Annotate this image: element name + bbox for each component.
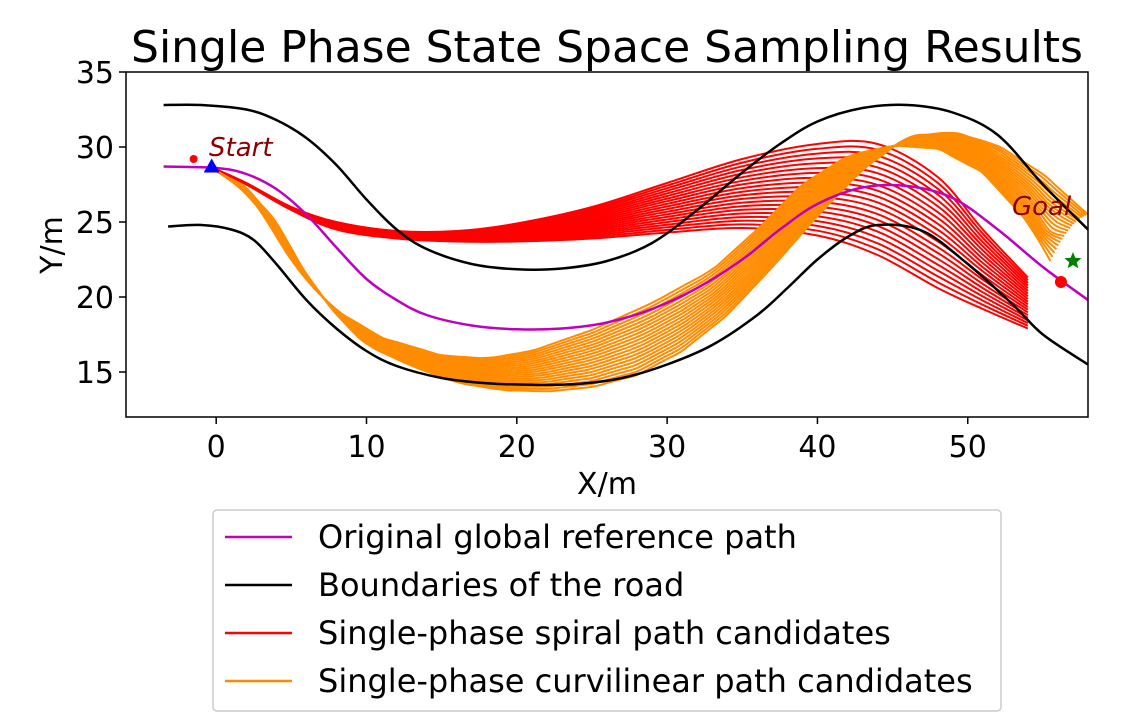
y-tick-label: 35: [76, 56, 114, 91]
x-tick-label: 30: [648, 430, 686, 465]
curvilinear-candidate-line: [215, 131, 1088, 393]
plot-markers: [189, 155, 1082, 288]
x-axis-label: X/m: [577, 467, 637, 502]
x-tick-label: 20: [498, 430, 536, 465]
y-axis-label: Y/m: [35, 216, 70, 275]
legend-frame: [212, 509, 1002, 712]
y-axis-ticks: 15 20 25 30 35: [76, 56, 126, 391]
x-axis-ticks: 0 10 20 30 40 50: [207, 417, 987, 465]
goal-star-marker: [1064, 252, 1082, 269]
goal-point-marker: [1054, 276, 1067, 288]
legend-label-boundaries: Boundaries of the road: [318, 566, 684, 604]
reference-path-line: [163, 165, 1088, 331]
annotation-goal: Goal: [1012, 192, 1072, 222]
spiral-candidate-line: [215, 168, 1029, 330]
y-tick-label: 20: [76, 281, 114, 316]
y-tick-label: 25: [76, 206, 114, 241]
legend-label-curvilinear: Single-phase curvilinear path candidates: [318, 662, 973, 700]
annotation-start: Start: [209, 133, 273, 163]
x-tick-label: 0: [207, 430, 226, 465]
y-tick-label: 15: [76, 356, 114, 391]
x-tick-label: 10: [347, 430, 385, 465]
plot-series: [163, 103, 1088, 393]
start-triangle-marker: [203, 158, 220, 173]
x-tick-label: 50: [949, 430, 987, 465]
legend-label-spiral: Single-phase spiral path candidates: [318, 614, 891, 652]
x-tick-label: 40: [798, 430, 836, 465]
road-boundary-lower: [168, 223, 1088, 387]
y-tick-label: 30: [76, 131, 114, 166]
start-point-marker: [189, 155, 198, 163]
spiral-candidate-line: [215, 168, 1029, 308]
road-boundary-upper: [163, 103, 1088, 271]
chart-title: Single Phase State Space Sampling Result…: [131, 22, 1083, 73]
curvilinear-candidate-line: [215, 133, 1085, 388]
legend: Original global reference path Boundarie…: [212, 509, 1002, 712]
plot-area-frame: [125, 71, 1089, 418]
legend-label-reference: Original global reference path: [318, 518, 797, 556]
